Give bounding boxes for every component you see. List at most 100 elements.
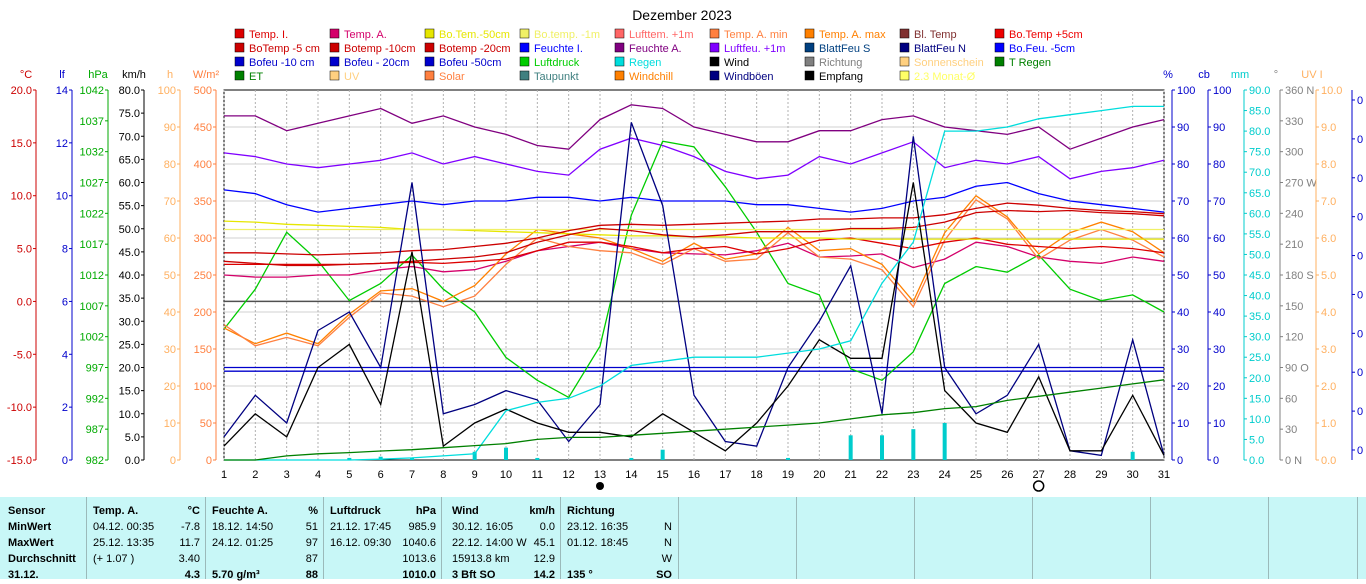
rain-bar xyxy=(880,435,884,460)
full-moon-icon xyxy=(1032,480,1045,492)
legend-swatch xyxy=(804,42,815,53)
left-axis-tick-label: 55.0 xyxy=(119,201,140,213)
stats-cell: Feuchte A. xyxy=(212,505,268,517)
left-axis-tick-label: 350 xyxy=(194,196,212,208)
right-axis-tick-label: 300 xyxy=(1285,147,1303,159)
legend-swatch xyxy=(329,70,340,81)
series-line xyxy=(223,209,1165,267)
stats-cell: 87 xyxy=(305,553,318,565)
left-axis-tick-label: 450 xyxy=(194,122,212,134)
x-tick-label: 4 xyxy=(315,469,321,481)
legend-label: Bo.Feu. -5cm xyxy=(1009,43,1075,55)
stats-cell: 88 xyxy=(305,569,318,581)
stats-cell: 3 Bft SO xyxy=(452,569,496,581)
stats-cell: -7.8 xyxy=(181,521,200,533)
stats-cell: W xyxy=(661,553,672,565)
stats-cell: 135 ° xyxy=(567,569,593,581)
series-line xyxy=(223,137,1165,180)
left-axis-tick-label: 50.0 xyxy=(119,224,140,236)
x-tick-label: 21 xyxy=(845,469,857,481)
legend-swatch xyxy=(424,56,435,67)
right-axis-tick-label: 90 xyxy=(1177,122,1189,134)
stats-cell: 30.12. 16:05 xyxy=(452,521,514,533)
left-axis-tick-label: 1032 xyxy=(80,147,104,159)
rain-bar xyxy=(786,457,790,460)
legend-swatch xyxy=(424,70,435,81)
legend-swatch xyxy=(614,42,625,53)
stats-cell: 5.70 g/m³ xyxy=(212,569,260,581)
stats-cell: 1010.0 xyxy=(402,569,436,581)
right-axis-tick-label: 25.0 xyxy=(1249,352,1270,364)
right-axis-tick-label: 0.0 xyxy=(1249,455,1264,467)
right-axis-tick-label: 70 xyxy=(1177,196,1189,208)
left-axis-tick-label: 200 xyxy=(194,307,212,319)
right-axis-tick-label: 330 xyxy=(1285,116,1303,128)
x-tick-label: 10 xyxy=(500,469,512,481)
right-axis-tick-label: 10 xyxy=(1177,418,1189,430)
rain-bar xyxy=(629,457,634,460)
stats-cell: °C xyxy=(187,505,200,517)
right-axis-tick-label: 0 xyxy=(1213,455,1219,467)
left-axis-tick-label: 500 xyxy=(194,85,212,97)
right-axis-tick-label: 90 xyxy=(1213,122,1225,134)
legend-label: Bl. Temp xyxy=(914,29,957,41)
legend-label: Bo.Temp +5cm xyxy=(1009,29,1083,41)
right-axis-tick-label: 5.0 xyxy=(1249,434,1264,446)
left-axis-tick-label: 5.0 xyxy=(125,432,140,444)
legend-label: Empfang xyxy=(819,71,863,83)
x-tick-label: 17 xyxy=(719,469,731,481)
legend-swatch xyxy=(804,70,815,81)
right-axis-tick-label: 7.0 xyxy=(1321,196,1336,208)
x-tick-label: 30 xyxy=(1127,469,1139,481)
left-axis-tick-label: 45.0 xyxy=(119,247,140,259)
legend-swatch xyxy=(234,42,245,53)
right-axis-tick-label: 20 xyxy=(1177,381,1189,393)
right-axis-tick-label: 0 xyxy=(1357,251,1363,263)
rain-bar xyxy=(1130,451,1135,460)
legend-label: ET xyxy=(249,71,263,83)
stats-cell: 16.12. 09:30 xyxy=(330,537,392,549)
left-axis-tick-label: 20 xyxy=(164,381,176,393)
legend-label: Regen xyxy=(629,57,661,69)
right-axis-tick-label: 90.0 xyxy=(1249,85,1270,97)
right-axis-tick-label: 65.0 xyxy=(1249,188,1270,200)
legend-label: Feuchte I. xyxy=(534,43,583,55)
right-axis-tick-label: 70.0 xyxy=(1249,167,1270,179)
legend-swatch xyxy=(709,70,720,81)
left-axis-tick-label: 65.0 xyxy=(119,154,140,166)
legend: Temp. I. Temp. A. Bo.Tem.-50cm Bo.temp. -1m… xyxy=(234,28,1083,83)
left-axis-tick-label: 75.0 xyxy=(119,108,140,120)
x-tick-label: 23 xyxy=(907,469,919,481)
left-axis-tick-label: 20.0 xyxy=(119,363,140,375)
stats-cell: 21.12. 17:45 xyxy=(330,521,392,533)
right-axis-tick-label: 0 xyxy=(1357,406,1363,418)
right-axis-tick-label: 40 xyxy=(1177,307,1189,319)
left-axis-tick-label: 1007 xyxy=(80,301,104,313)
stats-cell: MinWert xyxy=(8,521,52,533)
stats-cell: 0.0 xyxy=(539,521,555,533)
right-axis-tick-label: 150 xyxy=(1285,301,1303,313)
left-axis-unit: hPa xyxy=(88,69,108,81)
left-axis-tick-label: 60.0 xyxy=(119,178,140,190)
rain-bar xyxy=(410,457,414,460)
stats-cell: N xyxy=(664,537,672,549)
left-axis-tick-label: 8 xyxy=(62,244,68,256)
left-axis-tick-label: 100 xyxy=(158,85,176,97)
x-tick-label: 19 xyxy=(782,469,794,481)
right-axis-tick-label: 50 xyxy=(1177,270,1189,282)
weather-chart: Dezember 2023 Temp. I. Temp. A. Bo.Tem.-50… xyxy=(7,7,1363,492)
legend-label: Windböen xyxy=(724,71,774,83)
x-tick-label: 27 xyxy=(1033,469,1045,481)
legend-label: Windchill xyxy=(629,71,673,83)
stats-row: 31.12. 4.3 5.70 g/m³ 88 1010.0 3 Bft SO 14.2 13… xyxy=(0,569,1366,584)
legend-label: Wind xyxy=(724,57,749,69)
legend-label: Sonnenschein xyxy=(914,57,984,69)
left-axis-tick-label: 25.0 xyxy=(119,339,140,351)
legend-swatch xyxy=(424,28,435,39)
right-axis-tick-label: 20.0 xyxy=(1249,373,1270,385)
left-axis-tick-label: 60 xyxy=(164,233,176,245)
stats-cell: 14.2 xyxy=(533,569,555,581)
stats-row: MaxWert 25.12. 13:35 11.7 24.12. 01:25 97 16.… xyxy=(0,537,1366,552)
rain-bar xyxy=(911,429,916,460)
legend-swatch xyxy=(519,70,530,81)
